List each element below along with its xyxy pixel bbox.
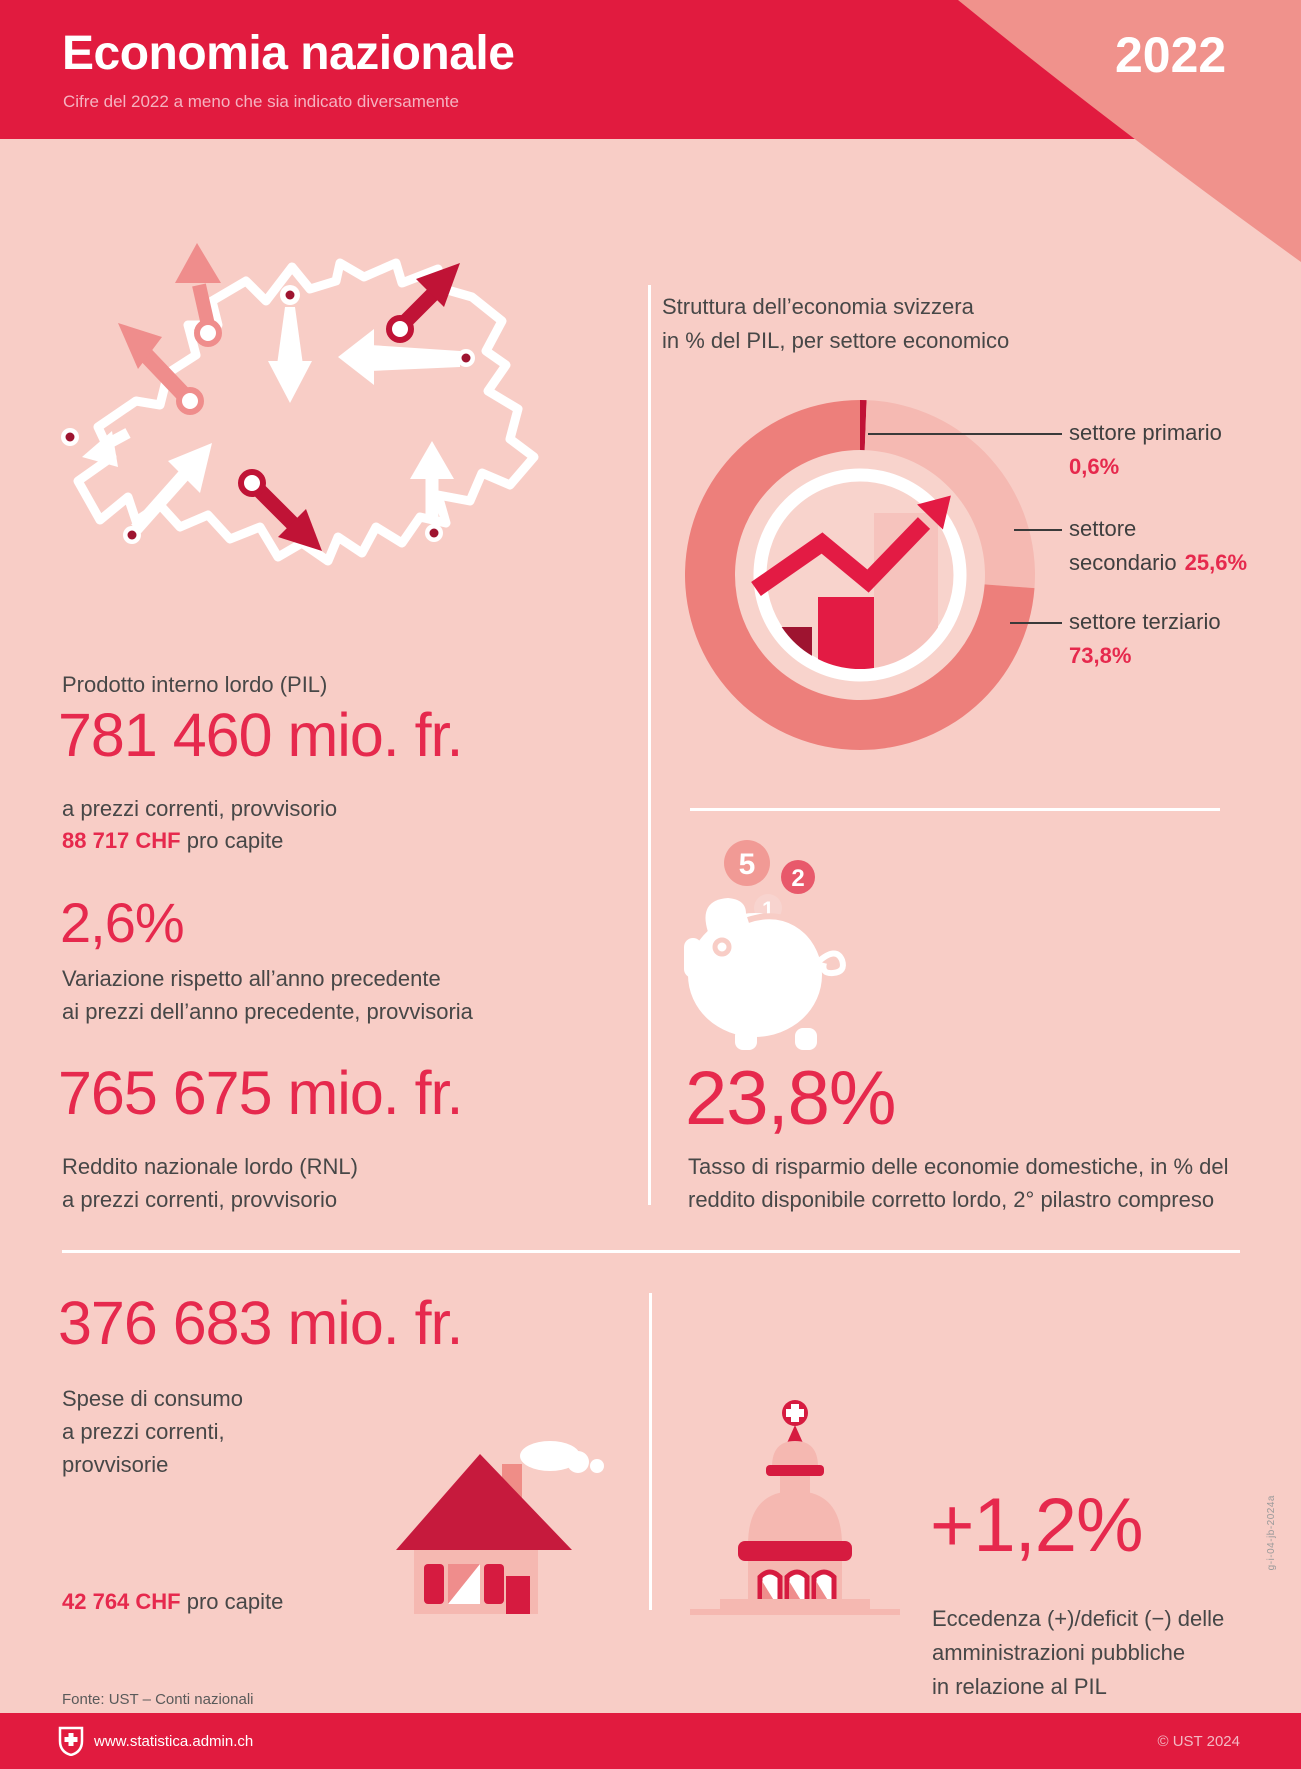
consumption-note: Spese di consumo a prezzi correnti, prov…	[62, 1386, 243, 1477]
white-up-arrow	[410, 441, 454, 542]
dome	[748, 1491, 842, 1545]
coin-5	[724, 840, 770, 886]
growth-circle-icon	[753, 468, 967, 682]
house-icon	[396, 1441, 604, 1614]
gdp-value: 781 460 mio. fr.	[58, 701, 463, 769]
gdp-sector-donut-chart	[685, 400, 1035, 750]
swiss-shield-icon	[58, 1726, 84, 1756]
piggy-bank-icon: 5 2 1	[684, 840, 846, 1050]
roof	[396, 1454, 572, 1550]
public-balance-value: +1,2%	[930, 1483, 1144, 1568]
right-shutter	[484, 1564, 504, 1604]
consumption-per-capita: 42 764 CHF pro capite	[62, 1589, 284, 1614]
donut-segment	[864, 400, 1035, 589]
gdp-note: a prezzi correnti, provvisorio	[62, 796, 338, 821]
salmon-northwest-arrow	[118, 323, 204, 415]
trend-arrow-icon	[751, 495, 951, 596]
copyright-text: © UST 2024	[1157, 1732, 1241, 1750]
salmon-up-arrow	[175, 243, 222, 347]
gdp-variation-value: 2,6%	[60, 891, 185, 954]
gdp-label: Prodotto interno lordo (PIL)	[62, 672, 328, 697]
callout-line-primario	[868, 433, 1062, 435]
coin-2	[781, 860, 815, 894]
public-balance-note: Eccedenza (+)/deficit (−) delle amminist…	[932, 1606, 1225, 1699]
donut-label-primario: settore primario 0,6%	[1069, 420, 1222, 479]
bottom-column-divider	[649, 1293, 652, 1610]
left-shutter	[424, 1564, 444, 1604]
gdp-per-capita: 88 717 CHF pro capite	[62, 828, 284, 853]
savings-rate-value: 23,8%	[685, 1056, 896, 1141]
white-southwest-arrow	[61, 428, 131, 467]
white-down-arrow	[268, 285, 312, 403]
darkred-southeast-arrow	[238, 469, 322, 551]
publication-code: g-i-04-jb-2024a	[1266, 1495, 1277, 1571]
svg-text:2: 2	[791, 865, 804, 892]
gdp-variation-note: Variazione rispetto all’anno precedente …	[62, 966, 473, 1024]
bottom-section-divider	[62, 1250, 1240, 1253]
donut-segments	[685, 400, 1035, 750]
donut-label-terziario: settore terziario 73,8%	[1069, 609, 1221, 668]
website-link[interactable]: www.statistica.admin.ch	[94, 1732, 254, 1750]
source-note: Fonte: UST – Conti nazionali	[62, 1691, 254, 1708]
column-divider	[648, 285, 651, 1205]
federal-palace-icon	[690, 1400, 900, 1615]
page-subtitle: Cifre del 2022 a meno che sia indicato d…	[63, 92, 459, 111]
consumption-value: 376 683 mio. fr.	[58, 1289, 463, 1357]
footer-bar: www.statistica.admin.ch © UST 2024	[0, 1713, 1301, 1769]
door	[506, 1576, 530, 1614]
savings-rate-note: Tasso di risparmio delle economie domest…	[688, 1154, 1229, 1212]
svg-text:5: 5	[739, 848, 756, 881]
donut-segment	[860, 400, 867, 451]
donut-label-secondario: settore secondario 25,6%	[1069, 516, 1248, 575]
white-northeast-arrow	[123, 443, 212, 544]
darkred-northeast-arrow	[386, 263, 460, 343]
page-title: Economia nazionale	[62, 27, 515, 80]
callout-line-secondario	[1014, 529, 1062, 531]
gni-value: 765 675 mio. fr.	[58, 1059, 463, 1127]
white-left-arrow	[338, 329, 475, 385]
switzerland-map-illustration	[61, 243, 539, 566]
right-section-divider	[690, 808, 1220, 811]
year-badge: 2022	[1115, 27, 1227, 83]
gni-note: Reddito nazionale lordo (RNL) a prezzi c…	[62, 1154, 358, 1212]
structure-title: Struttura dell’economia svizzera in % de…	[662, 294, 1010, 353]
callout-line-terziario	[1010, 622, 1062, 624]
